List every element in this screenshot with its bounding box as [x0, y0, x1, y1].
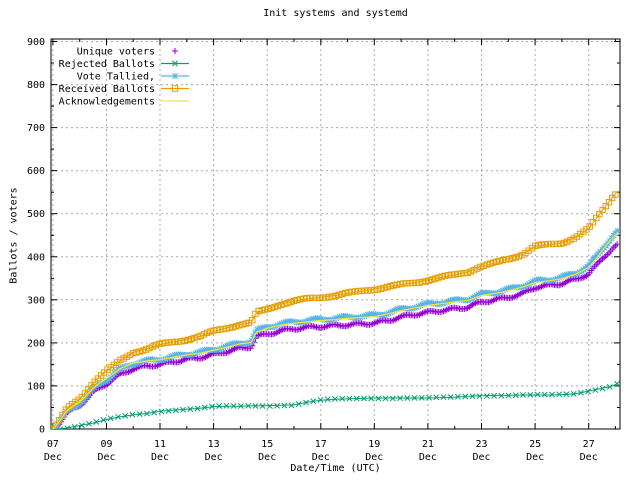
plot-border	[50, 38, 621, 430]
x-tick-label: 23	[475, 439, 487, 450]
legend-label: Unique voters	[77, 47, 155, 58]
y-tick-label: 100	[27, 381, 45, 392]
series-layer	[51, 190, 620, 429]
y-tick-label: 700	[27, 123, 45, 134]
y-tick-label: 400	[27, 252, 45, 263]
x-tick-label: Dec	[312, 452, 330, 463]
legend-label: Acknowledgements	[59, 97, 155, 108]
x-tick-label: 09	[100, 439, 112, 450]
x-tick-label: Dec	[205, 452, 223, 463]
x-tick-label: Dec	[580, 452, 598, 463]
x-tick-label: 17	[315, 439, 327, 450]
x-tick-label: Dec	[419, 452, 437, 463]
legend-marker-sample	[172, 60, 178, 67]
y-tick-label: 0	[39, 425, 45, 436]
x-tick-label: 25	[529, 439, 541, 450]
x-tick-label: Dec	[97, 452, 115, 463]
legend-marker-sample	[172, 48, 178, 54]
x-tick-label: Dec	[258, 452, 276, 463]
x-tick-label: Dec	[151, 452, 169, 463]
y-tick-label: 500	[27, 209, 45, 220]
tick-labels: 0 100 200 300 400 500 600 700 800 900 07 Dec 09 Dec 11…	[27, 37, 598, 463]
series-acknowledgements	[52, 231, 619, 429]
x-tick-label: 21	[422, 439, 434, 450]
x-tick-label: 13	[208, 439, 220, 450]
series-unique-voters	[51, 241, 620, 429]
y-tick-label: 800	[27, 80, 45, 91]
legend-marker-sample	[171, 85, 179, 92]
series-rejected-ballots	[51, 380, 620, 429]
chart-title: Init systems and systemd	[263, 8, 408, 19]
legend-label: Received Ballots	[59, 84, 155, 95]
x-tick-label: Dec	[472, 452, 490, 463]
y-tick-label: 300	[27, 295, 45, 306]
x-tick-label: 11	[154, 439, 166, 450]
x-tick-label: Dec	[526, 452, 544, 463]
x-tick-label: Dec	[44, 452, 62, 463]
x-tick-label: 07	[47, 439, 59, 450]
x-axis-label: Date/Time (UTC)	[290, 463, 381, 474]
series-received-ballots	[51, 190, 619, 429]
y-tick-label: 600	[27, 166, 45, 177]
legend-label: Rejected Ballots	[59, 59, 155, 70]
y-tick-label: 900	[27, 37, 45, 48]
legend-label: Vote Tallied,	[77, 72, 155, 83]
y-tick-label: 200	[27, 338, 45, 349]
x-tick-label: 27	[583, 439, 595, 450]
x-tick-label: 19	[368, 439, 380, 450]
legend-marker-sample	[172, 73, 178, 79]
x-tick-label: 15	[261, 439, 273, 450]
x-tick-label: Dec	[365, 452, 383, 463]
